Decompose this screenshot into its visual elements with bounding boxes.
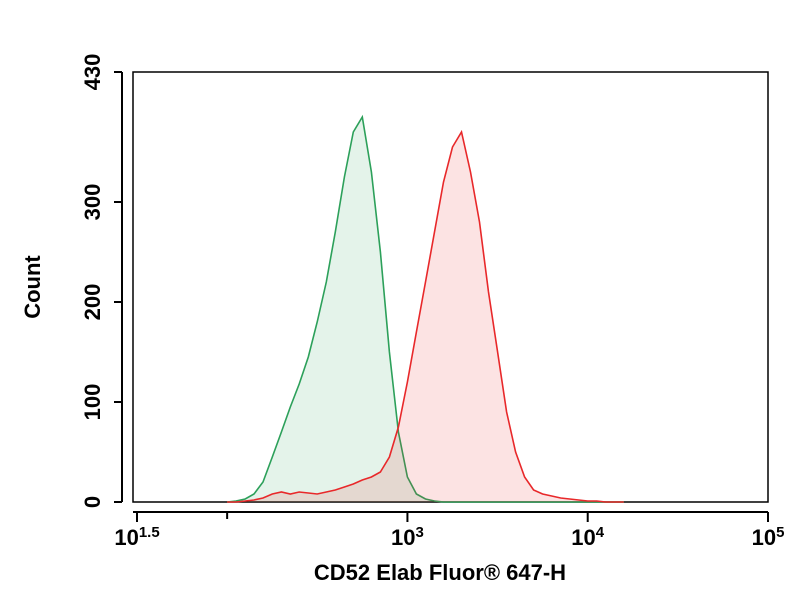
y-tick-label: 200 (80, 284, 105, 321)
y-tick-label: 300 (80, 184, 105, 221)
histogram-line (227, 114, 624, 503)
y-tick-label: 0 (80, 496, 105, 508)
area-fill (227, 132, 624, 502)
area-fill (227, 117, 624, 502)
x-tick-label: 103 (391, 524, 424, 550)
histogram-line (227, 129, 624, 503)
x-tick-label: 105 (752, 524, 785, 550)
x-tick-label: 101.5 (114, 524, 159, 550)
x-axis-label: CD52 Elab Fluor® 647-H (314, 560, 566, 585)
y-tick-label: 430 (80, 54, 105, 91)
y-axis-label: Count (20, 255, 45, 319)
x-tick-label: 104 (571, 524, 604, 550)
y-tick-label: 100 (80, 384, 105, 421)
